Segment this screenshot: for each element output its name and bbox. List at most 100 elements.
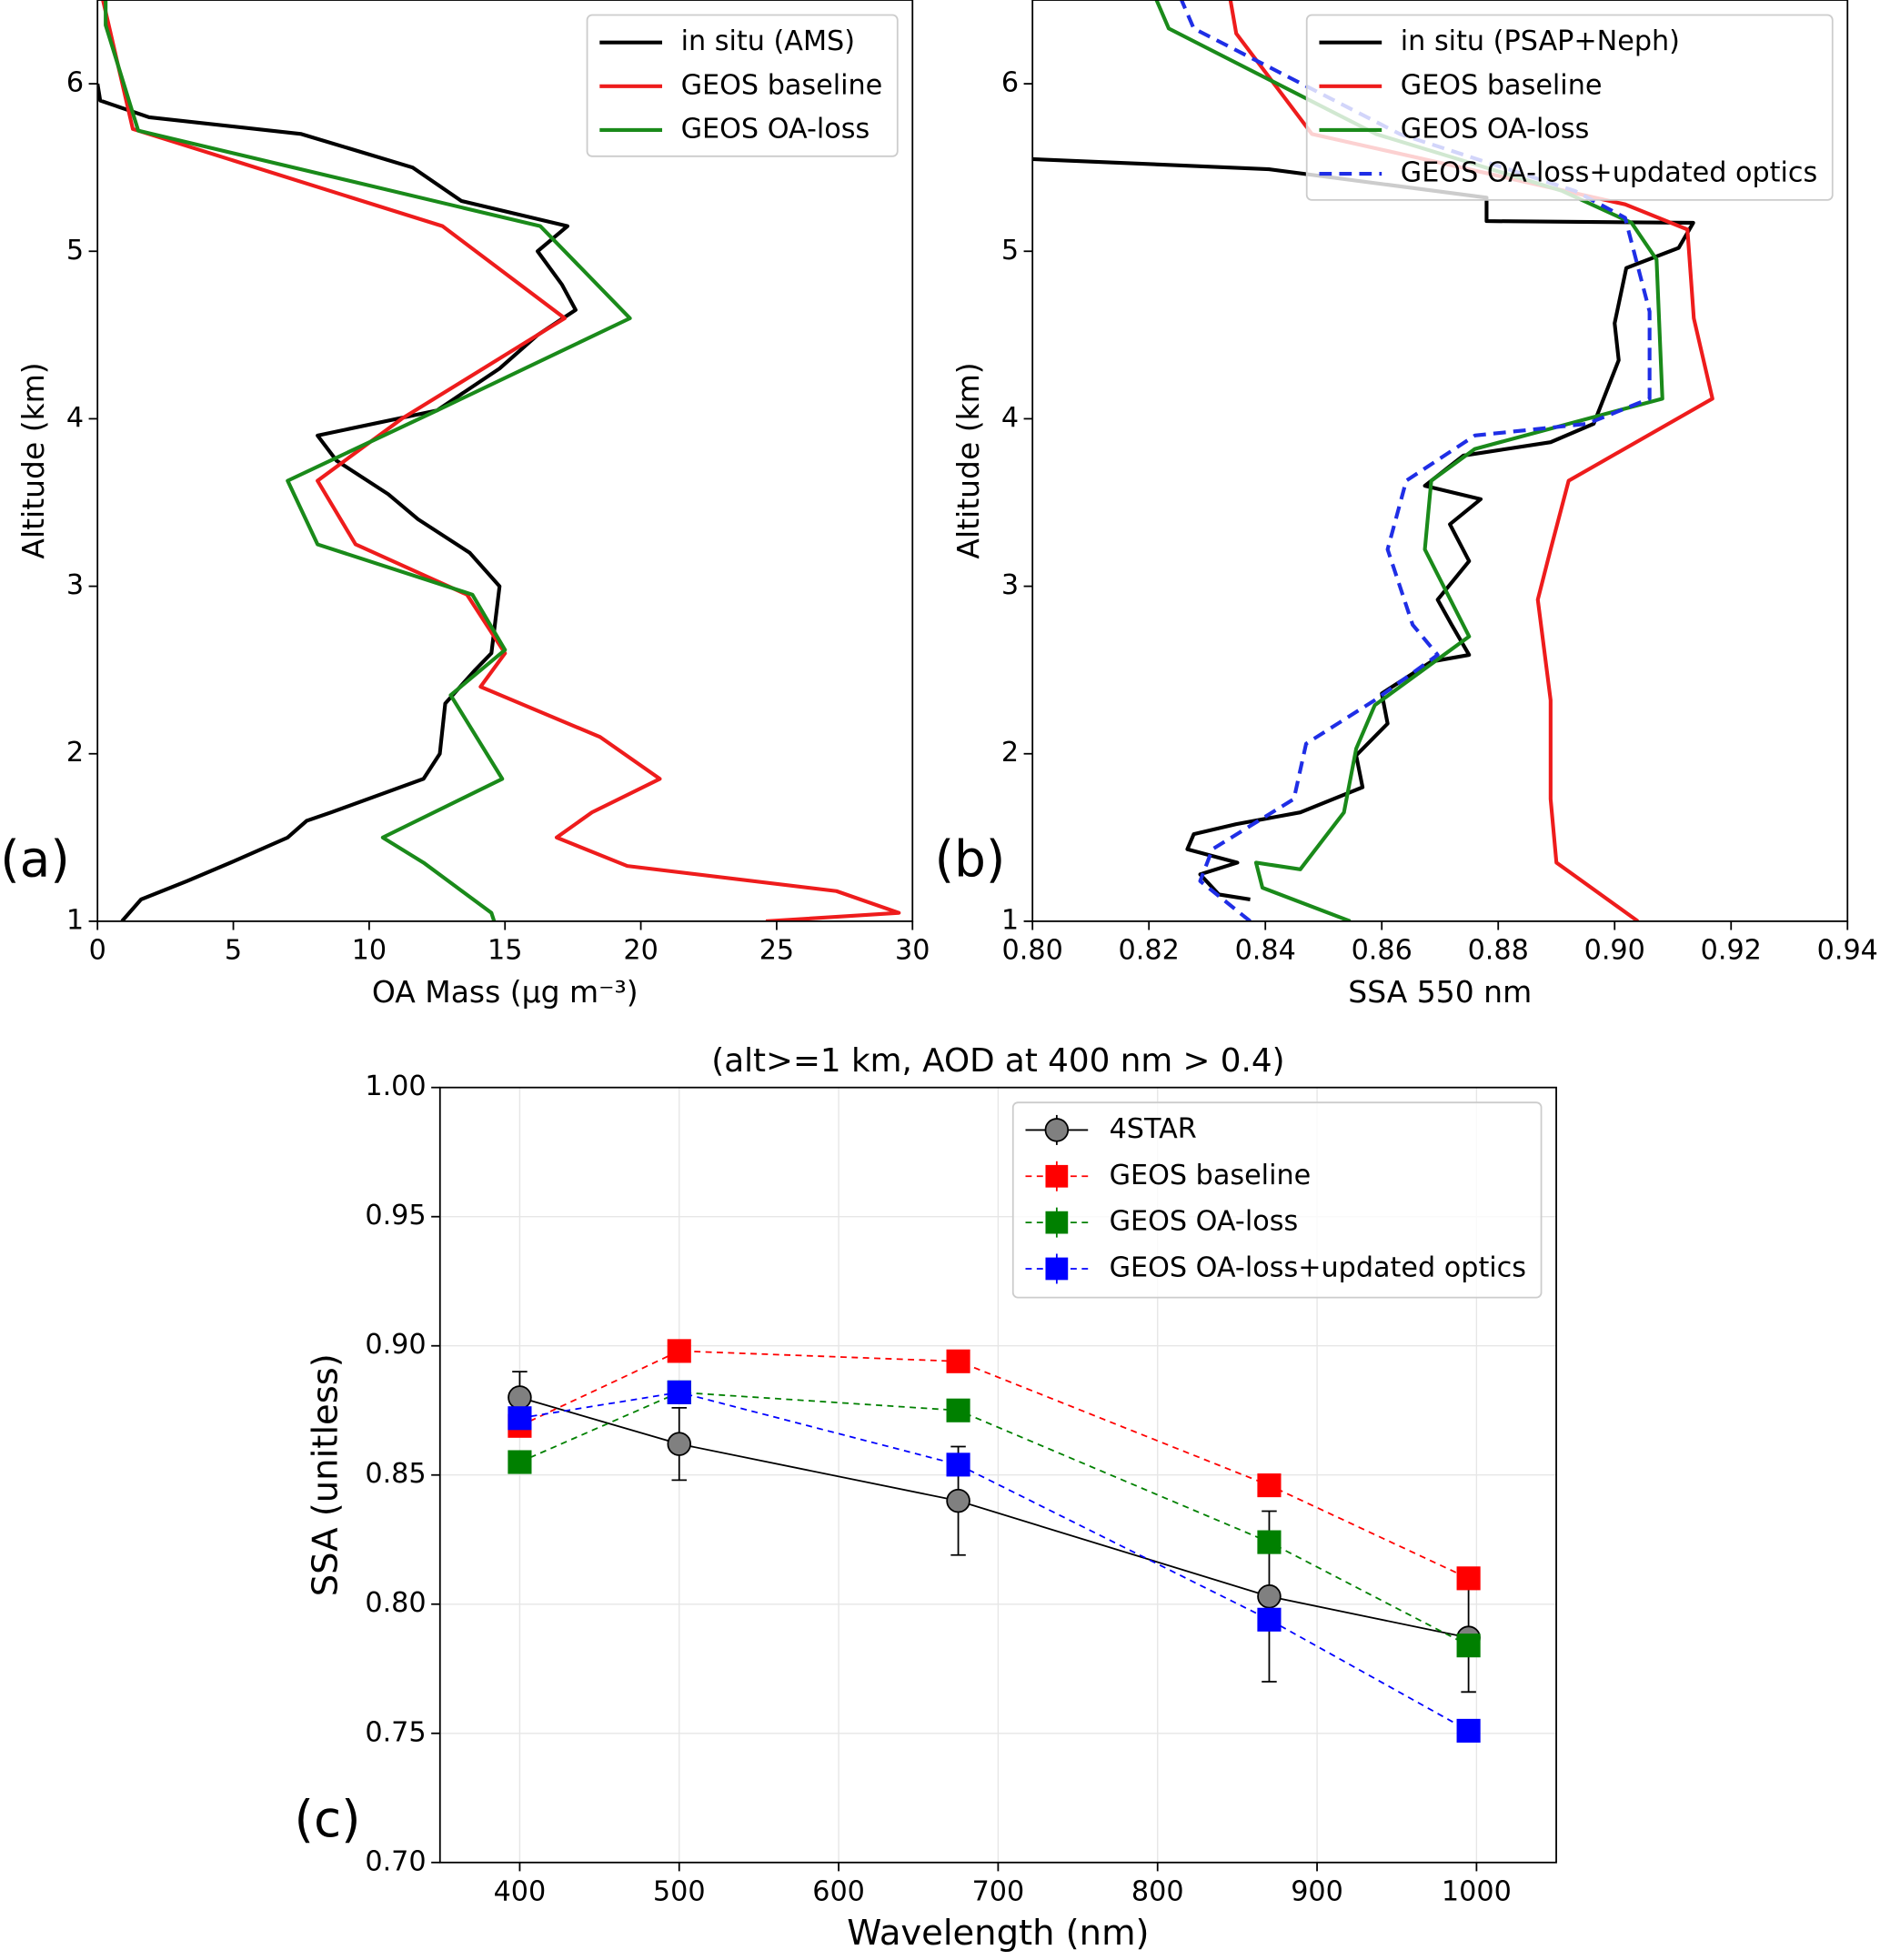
- y-tick-label: 1: [66, 904, 84, 936]
- x-tick-label: 0.86: [1352, 934, 1413, 966]
- x-tick-label: 600: [812, 1875, 865, 1907]
- series-line: [101, 0, 901, 921]
- series-line: [519, 1391, 1470, 1732]
- y-tick-label: 6: [66, 67, 84, 99]
- x-tick-label: 0.82: [1119, 934, 1180, 966]
- legend-label: 4STAR: [1110, 1113, 1197, 1145]
- y-tick-label: 2: [66, 737, 84, 769]
- x-tick-label: 5: [225, 934, 242, 966]
- x-tick-label: 15: [488, 934, 522, 966]
- marker: [1456, 1566, 1481, 1591]
- plot-frame: [1031, 0, 1849, 922]
- legend-label: GEOS baseline: [1401, 69, 1603, 101]
- x-tick-label: 30: [895, 934, 930, 966]
- x-tick-label: 500: [653, 1875, 706, 1907]
- marker: [667, 1339, 691, 1363]
- legend-label: GEOS baseline: [681, 69, 883, 101]
- plot-frame: [96, 0, 914, 922]
- x-tick-label: 0.80: [1002, 934, 1063, 966]
- legend-label: GEOS OA-loss: [681, 113, 870, 145]
- y-axis-label: SSA (unitless): [306, 1353, 347, 1596]
- y-axis-label: Altitude (km): [950, 362, 986, 558]
- y-tick-label: 5: [66, 235, 84, 266]
- y-tick-label: 0.85: [365, 1458, 426, 1490]
- legend-box: [1011, 1101, 1543, 1299]
- legend-swatch: [1045, 1257, 1069, 1281]
- marker: [667, 1432, 692, 1456]
- plot-area: [97, 0, 901, 921]
- legend-swatch: [1044, 1118, 1070, 1142]
- series-line: [519, 1396, 1469, 1639]
- series-line: [97, 83, 578, 921]
- legend: 4STAR GEOS baseline GEOS OA-loss GEOS OA-lo…: [1011, 1101, 1543, 1299]
- legend-box: [586, 14, 899, 157]
- marker: [508, 1385, 532, 1410]
- y-tick-label: 0.95: [365, 1200, 426, 1231]
- marker: [1257, 1583, 1282, 1609]
- x-tick-label: 900: [1291, 1875, 1343, 1907]
- legend: in situ (AMS) GEOS baseline GEOS OA-loss: [586, 14, 899, 157]
- panel-label: (a): [0, 829, 70, 888]
- y-tick-label: 0.80: [365, 1587, 426, 1619]
- legend: in situ (PSAP+Neph) GEOS baseline GEOS OA-…: [1305, 14, 1834, 201]
- legend-label: GEOS OA-loss+updated optics: [1110, 1251, 1526, 1283]
- legend-label: in situ (AMS): [681, 25, 855, 57]
- panel-label: (c): [295, 1790, 361, 1848]
- series-line: [519, 1350, 1470, 1580]
- marker: [946, 1488, 970, 1513]
- marker: [667, 1380, 691, 1404]
- y-tick-label: 1: [1001, 904, 1019, 936]
- x-tick-label: 800: [1131, 1875, 1184, 1907]
- marker: [1257, 1473, 1282, 1498]
- x-tick-label: 0.92: [1701, 934, 1762, 966]
- plot-area: [508, 1339, 1481, 1743]
- y-tick-label: 1.00: [365, 1070, 426, 1102]
- legend-label: GEOS OA-loss: [1401, 113, 1590, 145]
- marker: [1456, 1718, 1481, 1743]
- marker: [946, 1349, 970, 1373]
- chart-title: (alt>=1 km, AOD at 400 nm > 0.4): [711, 1042, 1284, 1080]
- y-tick-label: 6: [1001, 67, 1019, 99]
- y-tick-label: 4: [66, 402, 84, 434]
- y-tick-label: 0.75: [365, 1716, 426, 1748]
- y-tick-label: 0.70: [365, 1845, 426, 1877]
- y-tick-label: 5: [1001, 235, 1019, 266]
- y-axis-label: Altitude (km): [15, 362, 51, 558]
- legend-label: in situ (PSAP+Neph): [1401, 25, 1680, 57]
- legend-box: [1305, 14, 1834, 201]
- x-tick-label: 25: [759, 934, 794, 966]
- marker: [508, 1450, 532, 1474]
- marker: [1257, 1530, 1282, 1554]
- legend-label: GEOS baseline: [1110, 1160, 1312, 1191]
- x-tick-label: 1000: [1442, 1875, 1512, 1907]
- series-line: [1032, 156, 1695, 902]
- x-tick-label: 10: [352, 934, 387, 966]
- x-tick-label: 20: [623, 934, 658, 966]
- marker: [946, 1452, 970, 1477]
- x-axis-label: SSA 550 nm: [1348, 974, 1532, 1010]
- x-tick-label: 700: [972, 1875, 1025, 1907]
- marker: [946, 1398, 970, 1422]
- marker: [1456, 1633, 1481, 1658]
- marker: [508, 1406, 532, 1431]
- x-axis-label: OA Mass (µg m⁻³): [372, 974, 638, 1010]
- y-tick-label: 4: [1001, 402, 1019, 434]
- x-axis-label: Wavelength (nm): [847, 1913, 1149, 1954]
- x-tick-label: 0.94: [1817, 934, 1878, 966]
- x-tick-label: 0.84: [1235, 934, 1296, 966]
- series-line: [104, 0, 632, 921]
- x-tick-label: 0.90: [1584, 934, 1645, 966]
- legend-label: GEOS OA-loss: [1110, 1206, 1299, 1238]
- x-tick-label: 0: [89, 934, 106, 966]
- y-tick-label: 2: [1001, 737, 1019, 769]
- panel-label: (b): [935, 829, 1006, 888]
- plot-frame: [438, 1086, 1557, 1864]
- legend-swatch: [1045, 1211, 1069, 1234]
- x-tick-label: 400: [494, 1875, 547, 1907]
- marker: [1257, 1607, 1282, 1632]
- legend-swatch: [1045, 1164, 1069, 1188]
- y-tick-label: 3: [1001, 569, 1019, 601]
- y-tick-label: 3: [66, 569, 84, 601]
- y-tick-label: 0.90: [365, 1329, 426, 1361]
